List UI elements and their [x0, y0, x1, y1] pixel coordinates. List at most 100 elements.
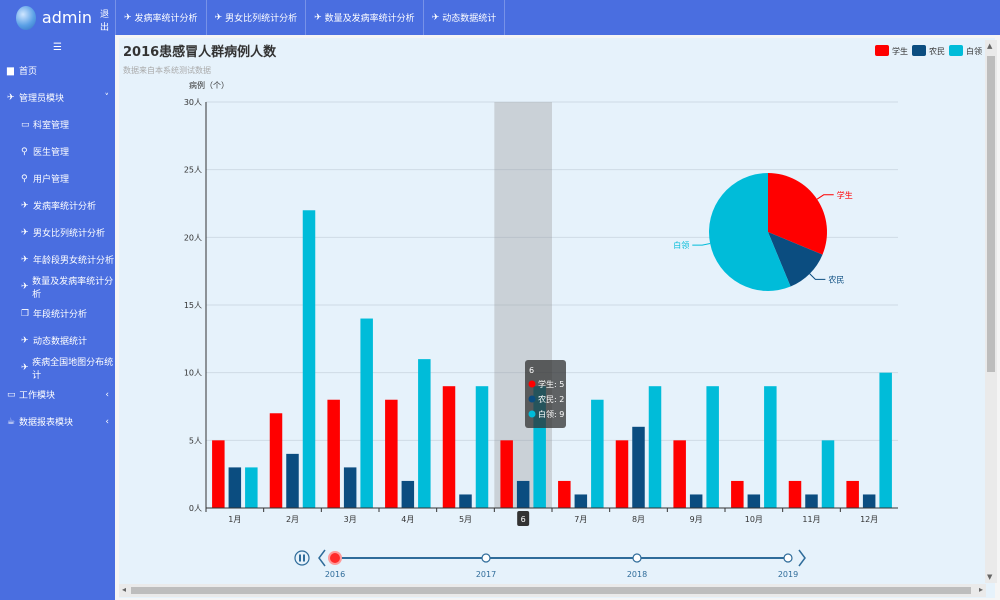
scroll-right-icon[interactable]: ▸ [978, 585, 983, 594]
sidebar-item[interactable]: ⚲ 用户管理 [0, 165, 115, 192]
tooltip-box [525, 360, 566, 428]
logo-icon [16, 5, 36, 30]
brand: admin 退出 [0, 0, 115, 35]
topnav-item-quantity[interactable]: ✈ 数量及发病率统计分析 [305, 0, 423, 35]
bar-学生 [500, 440, 513, 508]
prev-icon[interactable] [318, 549, 326, 567]
legend-swatch [875, 45, 889, 56]
timeline-point[interactable] [481, 553, 491, 563]
sidebar-item[interactable]: ✈ 管理员模块 ˅ [0, 84, 115, 111]
bar-学生 [731, 480, 744, 508]
y-tick-label: 5人 [189, 436, 202, 445]
sidebar-item-label: 首页 [19, 67, 38, 77]
sidebar-item[interactable]: ✈ 男女比列统计分析 [0, 219, 115, 246]
sidebar-item[interactable]: ✈ 疾病全国地图分布统计 [0, 354, 115, 381]
next-icon[interactable] [798, 549, 806, 567]
pie-label: 白领 [673, 240, 689, 250]
bar-学生 [269, 413, 283, 508]
sidebar-item[interactable]: ▆ 首页 [0, 57, 115, 84]
hamburger-icon[interactable]: ☰ [53, 42, 62, 53]
x-tick-label: 2月 [286, 515, 299, 524]
timeline-point[interactable] [632, 553, 642, 563]
bar-学生 [846, 480, 859, 508]
sidebar-item[interactable]: ▭ 科室管理 [0, 111, 115, 138]
pie-label: 学生 [837, 190, 853, 200]
sidebar-item-label: 用户管理 [33, 175, 70, 185]
chart-icon: ▆ [7, 65, 14, 76]
sidebar-item-label: 疾病全国地图分布统计 [32, 357, 114, 381]
topnav-item-gender[interactable]: ✈ 男女比列统计分析 [205, 0, 306, 35]
timeline-year-label: 2018 [627, 570, 647, 579]
y-tick-label: 25人 [184, 166, 202, 175]
plane-icon: ✈ [314, 12, 322, 23]
legend-label: 农民 [929, 46, 945, 56]
chart-subtitle: 数据来自本系统测试数据 [123, 65, 211, 75]
scroll-up-icon[interactable]: ▲ [987, 42, 993, 50]
pie-label-line [809, 273, 826, 280]
timeline-year-label: 2016 [325, 570, 345, 579]
sidebar-item-label: 年龄段男女统计分析 [33, 256, 115, 266]
sidebar-item[interactable]: ✈ 发病率统计分析 [0, 192, 115, 219]
x-tick-label: 9月 [690, 515, 703, 524]
search-icon: ⚲ [21, 173, 28, 184]
play-pause-button[interactable] [294, 550, 310, 566]
topnav-label: 动态数据统计 [442, 14, 497, 24]
scroll-left-icon[interactable]: ◂ [122, 585, 127, 594]
horizontal-scrollbar[interactable]: ◂ ▸ [119, 584, 986, 597]
scroll-thumb-h[interactable] [131, 587, 971, 594]
bar-白领 [591, 399, 604, 508]
topnav-item-incidence[interactable]: ✈ 发病率统计分析 [115, 0, 206, 35]
x-tick-label: 7月 [574, 515, 587, 524]
bar-农民 [459, 494, 472, 508]
scroll-thumb[interactable] [987, 56, 995, 372]
cup-icon: ☕ [7, 416, 16, 427]
sidebar-item-label: 工作模块 [19, 391, 56, 401]
vertical-scrollbar[interactable]: ▲ ▼ [985, 40, 997, 583]
sidebar-item-label: 年段统计分析 [33, 310, 88, 320]
sidebar-item[interactable]: ✈ 动态数据统计 [0, 327, 115, 354]
bar-白领 [418, 359, 431, 508]
sidebar-item[interactable]: ✈ 数量及发病率统计分析 [0, 273, 115, 300]
x-tick-label: 5月 [459, 515, 472, 524]
pie-label: 农民 [828, 274, 844, 284]
bar-农民 [343, 467, 357, 508]
bar-白领 [360, 318, 373, 508]
pie-slice [768, 232, 823, 287]
sidebar-item[interactable]: ▭ 工作模块 ‹ [0, 381, 115, 408]
legend-swatch [949, 45, 963, 56]
top-nav: ✈ 发病率统计分析 ✈ 男女比列统计分析 ✈ 数量及发病率统计分析 ✈ 动态数据统计 [115, 0, 506, 35]
scroll-down-icon[interactable]: ▼ [987, 573, 993, 581]
topnav-item-dynamic[interactable]: ✈ 动态数据统计 [422, 0, 506, 35]
bar-学生 [673, 440, 686, 508]
y-axis-label: 病例（个） [189, 80, 229, 90]
x-tick-label: 6 [521, 515, 526, 524]
legend-label: 白领 [966, 46, 982, 56]
y-tick-label: 10人 [184, 369, 202, 378]
pause-bar-icon [299, 554, 301, 562]
bar-农民 [516, 480, 530, 508]
sidebar-item[interactable]: ❐ 年段统计分析 [0, 300, 115, 327]
sidebar-item-label: 动态数据统计 [33, 337, 88, 347]
bar-学生 [212, 440, 225, 508]
topnav-label: 数量及发病率统计分析 [324, 14, 415, 24]
logout-link[interactable]: 退出 [100, 9, 110, 33]
timeline-year-label: 2019 [778, 570, 798, 579]
sidebar-item[interactable]: ⚲ 医生管理 [0, 138, 115, 165]
timeline-point[interactable] [783, 553, 793, 563]
pause-bar-icon [303, 554, 305, 562]
bar-农民 [747, 494, 761, 508]
timeline-point-current [328, 551, 342, 565]
plane-icon: ✈ [124, 12, 132, 23]
bar-农民 [805, 494, 818, 508]
tooltip-row: 农民: 2 [538, 394, 564, 404]
y-tick-label: 30人 [184, 98, 202, 107]
plane-icon: ✈ [21, 200, 29, 211]
bar-农民 [228, 467, 242, 508]
sidebar-item[interactable]: ✈ 年龄段男女统计分析 [0, 246, 115, 273]
x-tick-label: 12月 [860, 515, 878, 524]
bar-白领 [879, 372, 892, 508]
bar-农民 [574, 494, 588, 508]
sidebar-item[interactable]: ☕ 数据报表模块 ‹ [0, 408, 115, 435]
bar-学生 [385, 399, 398, 508]
timeline-year-label: 2017 [476, 570, 496, 579]
